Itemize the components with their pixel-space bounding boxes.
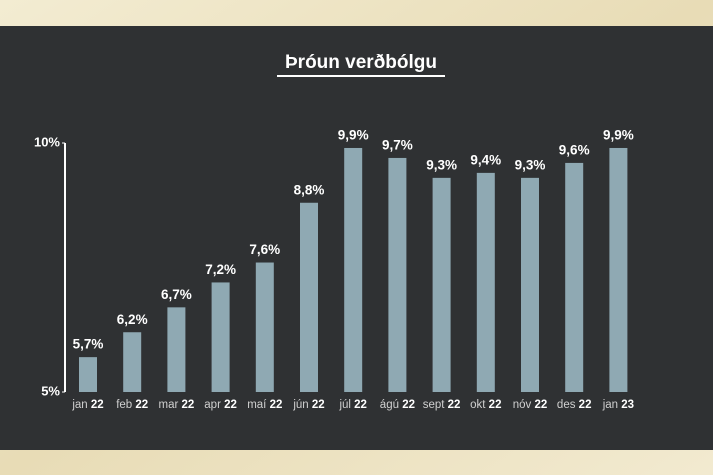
bar: [123, 332, 142, 392]
bar: [476, 172, 495, 392]
bar: [211, 282, 230, 392]
value-label: 9,3%: [426, 157, 457, 172]
x-tick-label: júl 22: [338, 399, 367, 411]
value-label: 9,4%: [470, 152, 501, 167]
x-tick-label: maí 22: [247, 399, 282, 411]
value-label: 7,2%: [205, 262, 236, 277]
bar: [565, 162, 584, 392]
y-tick-label: 10%: [34, 134, 60, 149]
value-label: 8,8%: [294, 182, 325, 197]
value-label: 6,7%: [161, 287, 192, 302]
value-label: 9,3%: [515, 157, 546, 172]
value-label: 9,6%: [559, 142, 590, 157]
value-label: 5,7%: [73, 337, 104, 352]
x-tick-label: okt 22: [470, 399, 501, 411]
x-tick-label: jún 22: [292, 399, 324, 411]
bar: [167, 307, 186, 392]
bar: [79, 357, 97, 392]
x-tick-label: feb 22: [116, 399, 148, 411]
bar: [255, 262, 274, 392]
bar: [521, 177, 539, 392]
value-label: 7,6%: [249, 242, 280, 257]
x-tick-label: nóv 22: [513, 399, 548, 411]
y-tick-label: 5%: [41, 383, 60, 398]
bar: [300, 202, 318, 392]
chart-title: Þróun verðbólgu: [285, 52, 437, 73]
x-tick-label: mar 22: [159, 399, 195, 411]
value-label: 9,9%: [603, 128, 634, 143]
x-tick-label: jan 22: [71, 399, 103, 411]
x-tick-label: ágú 22: [380, 399, 415, 411]
bar: [344, 147, 363, 392]
x-tick-label: apr 22: [204, 399, 237, 411]
value-label: 6,2%: [117, 312, 148, 327]
bar: [609, 147, 628, 392]
bar: [432, 177, 451, 392]
x-tick-label: des 22: [557, 399, 592, 411]
value-label: 9,7%: [382, 138, 413, 153]
x-tick-label: sept 22: [423, 399, 461, 411]
value-label: 9,9%: [338, 128, 369, 143]
bar: [388, 157, 407, 392]
x-tick-label: jan 23: [602, 399, 634, 411]
